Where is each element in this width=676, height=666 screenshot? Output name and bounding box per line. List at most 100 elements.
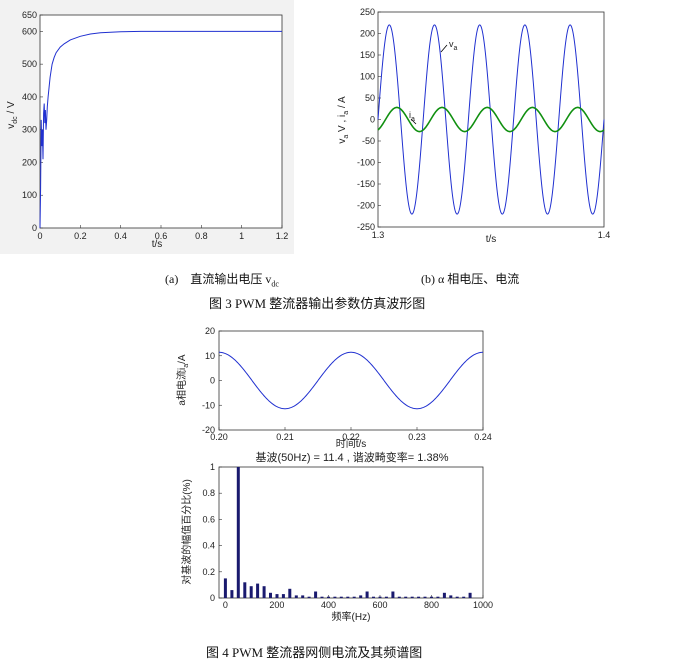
chart-d-title: 基波(50Hz) = 11.4 , 谐波畸变率= 1.38%	[256, 450, 449, 464]
chart-d-xtick-label: 600	[372, 600, 387, 610]
chart-c-xtick-label: 0.21	[276, 432, 294, 442]
chart-d-bar	[223, 578, 227, 598]
chart-c-xtick-label: 0.23	[408, 432, 426, 442]
chart-d-ytick-label: 0.8	[202, 488, 215, 498]
chart-d-bar	[455, 596, 459, 598]
chart-a-xtick-label: 0.2	[74, 231, 87, 241]
chart-d-bar	[378, 596, 382, 598]
chart-d-bar	[275, 594, 279, 598]
chart-c-ytick-label: 10	[205, 351, 215, 361]
chart-a-xtick-label: 0.6	[155, 231, 168, 241]
chart-d-bar	[442, 592, 446, 598]
figure3-caption-b: (b) α 相电压、电流	[421, 272, 520, 286]
chart-d-bar	[314, 591, 318, 598]
chart-c-ytick-label: -10	[202, 400, 215, 410]
chart-d-bar	[352, 596, 356, 598]
figure3-caption: 图 3 PWM 整流器输出参数仿真波形图	[209, 296, 426, 311]
annotation-ia-label: ia	[409, 110, 415, 123]
caption-a-text: 直流输出电压 v	[190, 272, 272, 286]
chart-d-bar	[468, 592, 472, 598]
chart-d-bar	[243, 582, 247, 598]
chart-a-ytick-label: 200	[22, 157, 37, 167]
chart-b-ytick-label: -150	[357, 179, 375, 189]
chart-a-xtick-label: 1.2	[276, 231, 289, 241]
annotation-ia-arrow	[410, 118, 417, 125]
chart-b-series-ia	[377, 106, 605, 133]
chart-b-ytick-label: -100	[357, 158, 375, 168]
chart-a-ytick-label: 600	[22, 26, 37, 36]
chart-d-ytick-label: 0.4	[202, 541, 215, 551]
chart-a-ytick-label: 300	[22, 125, 37, 135]
chart-b-ytick-label: -200	[357, 201, 375, 211]
chart-d-xtick-label: 400	[321, 600, 336, 610]
chart-d-bar	[417, 596, 421, 598]
chart-c-ylabel: a相电流ia/A	[175, 354, 190, 405]
caption-a-sub: dc	[271, 279, 279, 289]
chart-b-ytick-label: 250	[360, 7, 375, 17]
chart-d-bar	[320, 596, 324, 598]
annotation-va-arrow	[440, 44, 448, 53]
chart-c-xtick-label: 0.20	[210, 432, 228, 442]
chart-d-bar	[269, 592, 272, 598]
chart-b-xtick-label: 1.4	[598, 230, 611, 240]
chart-d-bar	[449, 595, 453, 598]
chart-b-ytick-label: -250	[357, 222, 375, 232]
chart-d-bar	[359, 595, 363, 598]
chart-c-series-line	[218, 351, 484, 410]
chart-b-xlabel: t/s	[486, 234, 497, 245]
chart-b-ytick-label: 100	[360, 72, 375, 82]
chart-a-xtick-label: 1	[239, 231, 244, 241]
chart-d-bar	[423, 596, 427, 598]
chart-d-bar	[333, 596, 337, 598]
chart-d-bar	[249, 586, 253, 598]
chart-a-xtick-label: 0	[37, 231, 42, 241]
chart-d-ticks: 0 200 400 600 800 1000 1 0.8 0.6 0.4 0.2 0	[202, 462, 493, 610]
chart-d-bar	[384, 596, 388, 598]
chart-b-ytick-label: 0	[370, 115, 375, 125]
chart-d-bar	[436, 596, 440, 598]
chart-c-ytick-label: 20	[205, 326, 215, 336]
chart-d-bar	[430, 596, 433, 598]
chart-d-bar	[327, 596, 330, 598]
chart-d-ytick-label: 0	[210, 593, 215, 603]
chart-d-plot-area	[218, 466, 484, 599]
caption-a-tag: (a)	[165, 272, 179, 286]
chart-c-xtick-label: 0.24	[474, 432, 492, 442]
chart-a-ytick-label: 650	[22, 10, 37, 20]
chart-d-xtick-label: 200	[269, 600, 284, 610]
chart-a-series-line	[39, 30, 282, 229]
chart-d-ylabel: 对基波的幅值百分比(%)	[180, 479, 193, 585]
chart-b-ticks: 1.3 1.4 250 200 150 100 50 0 -50 -100 -150 -200 -250	[357, 7, 610, 240]
figure4-caption: 图 4 PWM 整流器网侧电流及其频谱图	[206, 645, 423, 660]
chart-d-xlabel: 频率(Hz)	[332, 610, 371, 623]
chart-d-bar	[307, 596, 311, 598]
chart-c-xtick-label: 0.22	[342, 432, 360, 442]
chart-d-bar	[236, 467, 240, 598]
chart-d-bar	[230, 590, 234, 598]
chart-d-bar	[462, 596, 466, 598]
chart-b-ytick-label: 150	[360, 50, 375, 60]
chart-d-xtick-label: 1000	[473, 600, 493, 610]
chart-d-bar	[288, 588, 292, 598]
figure3-caption-a: (a) 直流输出电压 vdc	[165, 270, 279, 288]
chart-a-xtick-label: 0.4	[114, 231, 127, 241]
chart-a-plot-area	[39, 14, 283, 229]
chart-d-ytick-label: 0.2	[202, 567, 215, 577]
chart-b-series-va	[377, 24, 605, 215]
chart-a-xtick-label: 0.8	[195, 231, 208, 241]
chart-b-ytick-label: -50	[362, 136, 375, 146]
chart-d-bar	[339, 596, 343, 598]
chart-c-ticks: 0.20 0.21 0.22 0.23 0.24 20 10 0 -10 -20	[202, 326, 492, 442]
chart-d-bar	[301, 595, 305, 598]
chart-a-xlabel: t/s	[152, 239, 163, 250]
chart-d-bar	[365, 591, 369, 598]
chart-d-bar	[397, 596, 401, 598]
chart-b-ytick-label: 200	[360, 29, 375, 39]
chart-d-bar	[372, 596, 375, 598]
chart-c-ytick-label: 0	[210, 376, 215, 386]
chart-b-ytick-label: 50	[365, 93, 375, 103]
chart-d-bar	[281, 594, 285, 598]
chart-c-plot-area	[218, 330, 484, 431]
chart-d-bar	[404, 596, 408, 598]
